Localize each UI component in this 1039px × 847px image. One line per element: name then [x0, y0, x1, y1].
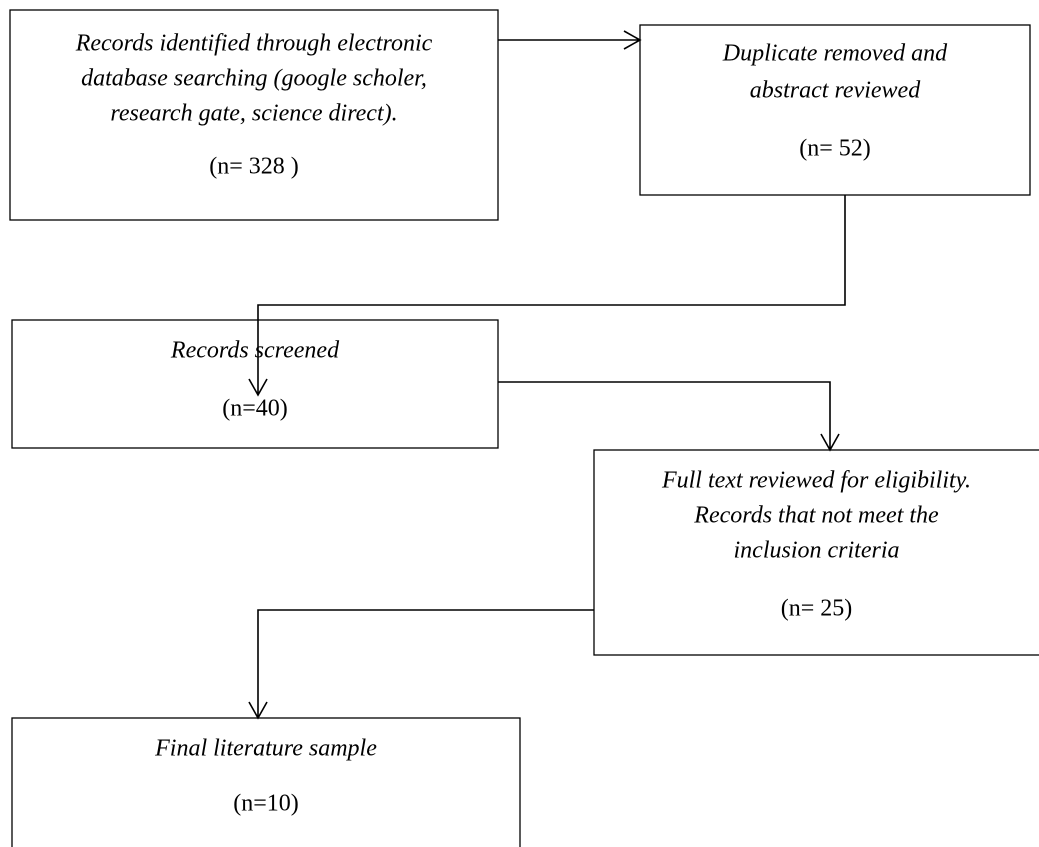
node-count: (n= 25): [781, 596, 853, 622]
node-count: (n= 328 ): [209, 154, 299, 180]
node-box: [639, 24, 1031, 196]
node-label: Records that not meet the: [693, 503, 939, 529]
arrow: [498, 30, 642, 50]
node-label: abstract reviewed: [750, 78, 921, 104]
connectors: [248, 30, 846, 720]
node-box: [9, 9, 499, 221]
node-count: (n= 52): [799, 136, 871, 162]
arrow: [248, 195, 846, 397]
node-label: Records screened: [170, 338, 340, 364]
node: Duplicate removed and abstract reviewed (n…: [639, 24, 1031, 196]
node-box: [593, 449, 1039, 656]
node-label: Records identified through electronic: [75, 31, 433, 57]
arrow: [498, 381, 840, 452]
node-label: inclusion criteria: [734, 538, 900, 564]
node-label: Full text reviewed for eligibility.: [661, 468, 971, 494]
node-label: database searching (google scholer,: [81, 66, 427, 92]
node: Records screened (n=40): [11, 319, 499, 449]
arrow: [248, 609, 594, 720]
node-count: (n=40): [222, 396, 288, 422]
node-box: [11, 717, 521, 847]
node-box: [11, 319, 499, 449]
node-count: (n=10): [233, 791, 299, 817]
node: Records identified through electronic dat…: [9, 9, 499, 221]
node-label: Duplicate removed and: [722, 41, 948, 67]
node-label: Final literature sample: [154, 736, 377, 762]
node: Final literature sample (n=10): [11, 717, 521, 847]
node-label: research gate, science direct).: [110, 101, 397, 127]
node: Full text reviewed for eligibility. Recor…: [593, 449, 1039, 656]
